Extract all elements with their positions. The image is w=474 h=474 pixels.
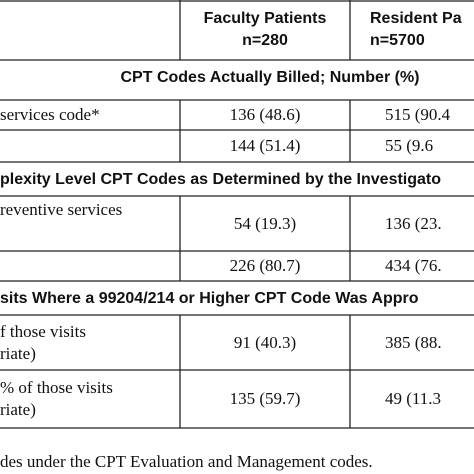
column-header: Resident Pa n=5700 xyxy=(370,10,462,49)
data-cell: 515 (90.4 xyxy=(385,105,451,124)
data-cell: 385 (88. xyxy=(385,332,442,352)
column-header: Faculty Patients n=280 xyxy=(203,10,327,49)
row-label: services code* xyxy=(0,105,100,124)
data-cell: 91 (40.3) xyxy=(233,332,297,352)
section-title: CPT Codes Actually Billed; Number (%) xyxy=(120,69,420,86)
data-cell: 135 (59.7) xyxy=(229,389,301,408)
data-cell: 136 (23. xyxy=(385,213,442,233)
row-label: % of those visits riate) xyxy=(0,378,113,419)
row-label: f those visits riate) xyxy=(0,321,86,363)
row-label: reventive services xyxy=(0,200,123,219)
section-title: sits Where a 99204/214 or Higher CPT Cod… xyxy=(0,290,419,307)
section-title: plexity Level CPT Codes as Determined by… xyxy=(0,171,442,188)
data-cell: 144 (51.4) xyxy=(229,136,301,155)
data-cell: 55 (9.6 xyxy=(385,136,434,155)
data-cell: 434 (76. xyxy=(385,256,442,275)
footnote: des under the CPT Evaluation and Managem… xyxy=(0,452,373,471)
data-cell: 49 (11.3 xyxy=(385,389,442,408)
data-cell: 226 (80.7) xyxy=(229,256,301,275)
data-cell: 54 (19.3) xyxy=(233,213,297,233)
data-cell: 136 (48.6) xyxy=(229,105,301,124)
